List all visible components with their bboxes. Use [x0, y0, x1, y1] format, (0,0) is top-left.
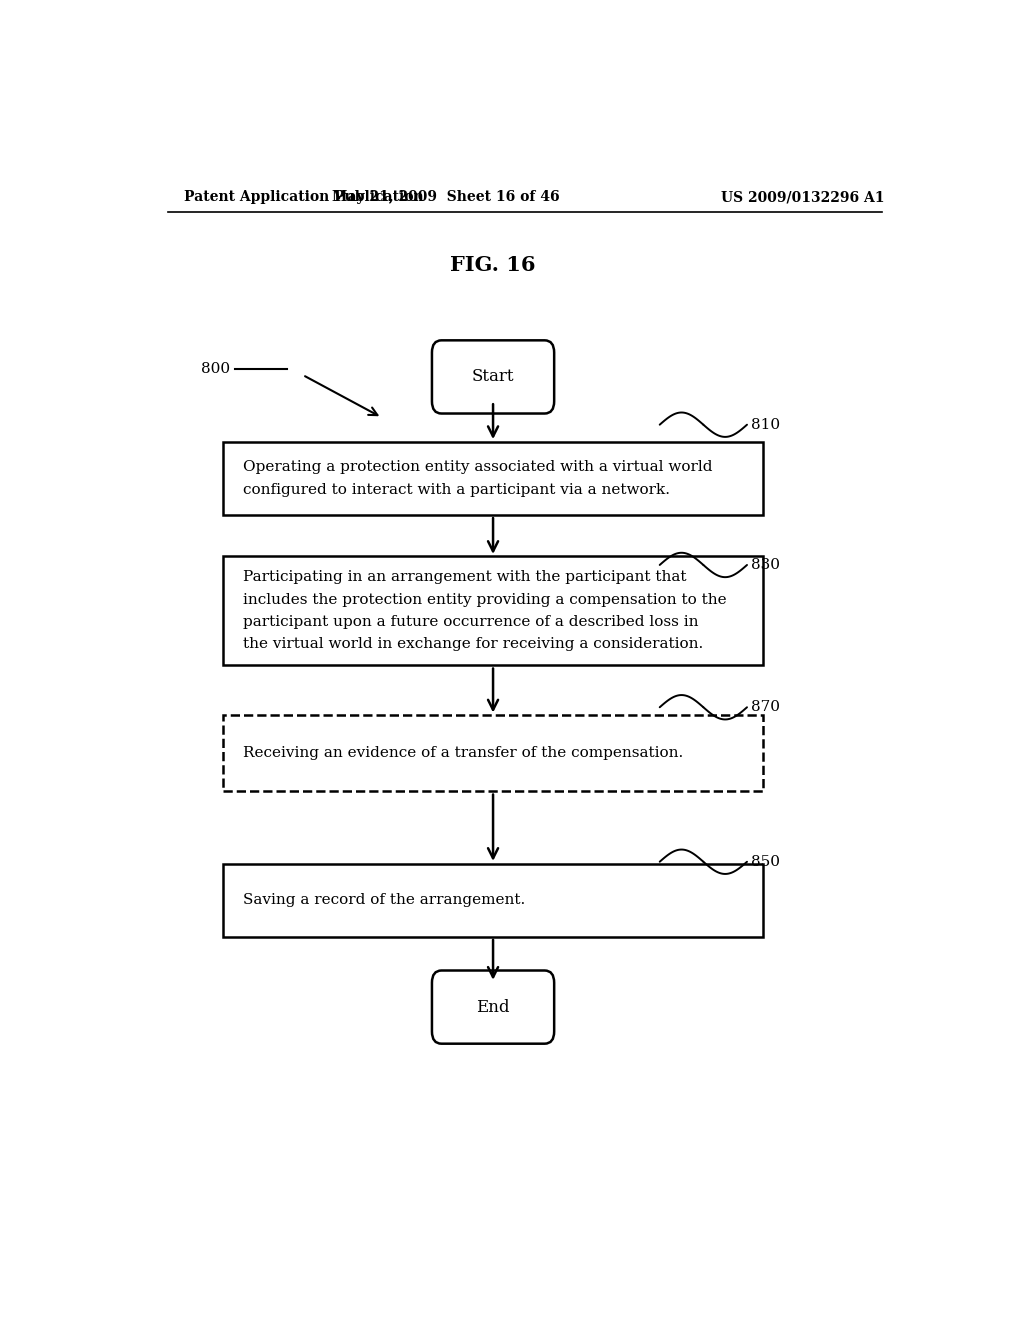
- Text: 800: 800: [201, 362, 229, 376]
- Bar: [223, 715, 763, 791]
- Text: FIG. 16: FIG. 16: [451, 255, 536, 275]
- Text: US 2009/0132296 A1: US 2009/0132296 A1: [721, 190, 885, 205]
- Text: participant upon a future occurrence of a described loss in: participant upon a future occurrence of …: [243, 615, 698, 628]
- Text: Saving a record of the arrangement.: Saving a record of the arrangement.: [243, 894, 525, 907]
- Text: 810: 810: [751, 417, 780, 432]
- Text: 830: 830: [751, 558, 780, 572]
- Text: 850: 850: [751, 855, 780, 869]
- Text: Start: Start: [472, 368, 514, 385]
- Text: the virtual world in exchange for receiving a consideration.: the virtual world in exchange for receiv…: [243, 638, 703, 651]
- Text: Operating a protection entity associated with a virtual world: Operating a protection entity associated…: [243, 461, 713, 474]
- Text: May 21, 2009  Sheet 16 of 46: May 21, 2009 Sheet 16 of 46: [332, 190, 559, 205]
- Text: End: End: [476, 999, 510, 1015]
- Bar: [223, 556, 763, 665]
- Bar: [223, 442, 763, 515]
- Bar: [223, 863, 763, 937]
- Text: Participating in an arrangement with the participant that: Participating in an arrangement with the…: [243, 570, 686, 585]
- Text: Receiving an evidence of a transfer of the compensation.: Receiving an evidence of a transfer of t…: [243, 746, 683, 760]
- Text: Patent Application Publication: Patent Application Publication: [183, 190, 423, 205]
- Text: configured to interact with a participant via a network.: configured to interact with a participan…: [243, 483, 670, 496]
- Text: includes the protection entity providing a compensation to the: includes the protection entity providing…: [243, 593, 727, 606]
- FancyBboxPatch shape: [432, 970, 554, 1044]
- FancyBboxPatch shape: [432, 341, 554, 413]
- Text: 870: 870: [751, 700, 780, 714]
